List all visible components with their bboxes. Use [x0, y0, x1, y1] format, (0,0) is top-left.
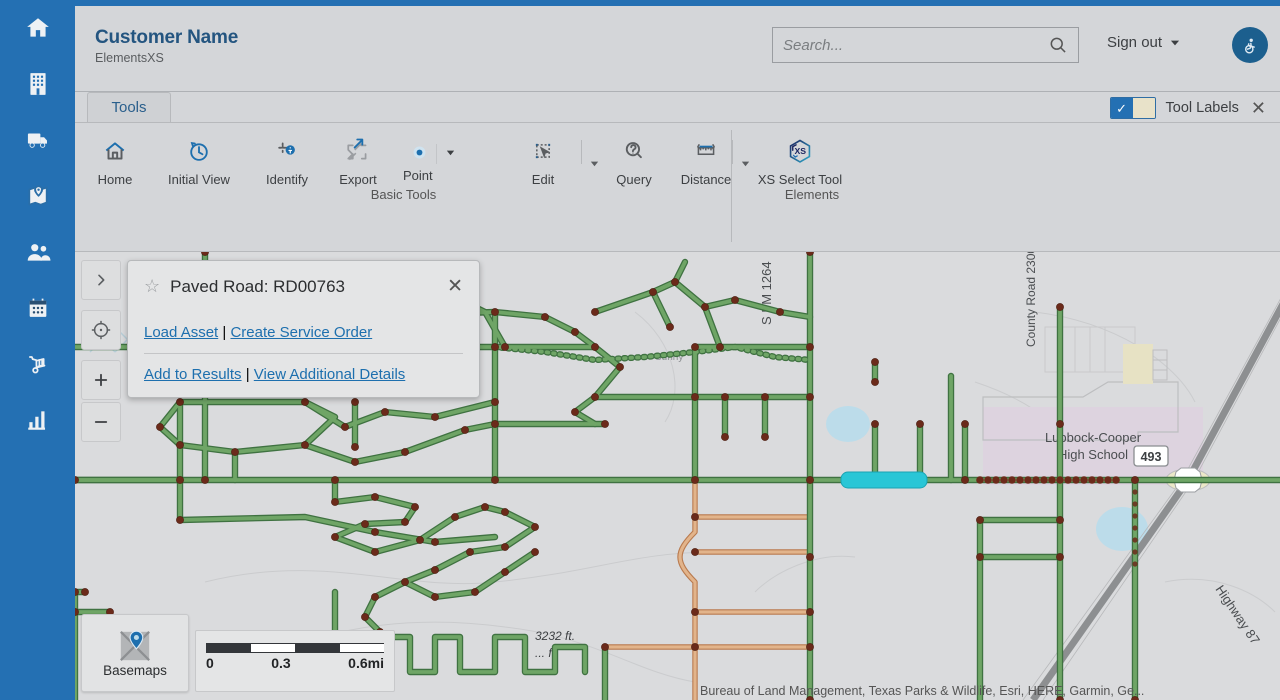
svg-text:XS: XS [795, 146, 807, 156]
svg-text:S FM 1264: S FM 1264 [759, 261, 774, 325]
svg-text:High School: High School [1058, 447, 1128, 462]
svg-text:3232 ft.: 3232 ft. [535, 629, 575, 643]
svg-text:County Road 2300: County Road 2300 [1024, 252, 1038, 347]
svg-text:493: 493 [1141, 450, 1162, 464]
